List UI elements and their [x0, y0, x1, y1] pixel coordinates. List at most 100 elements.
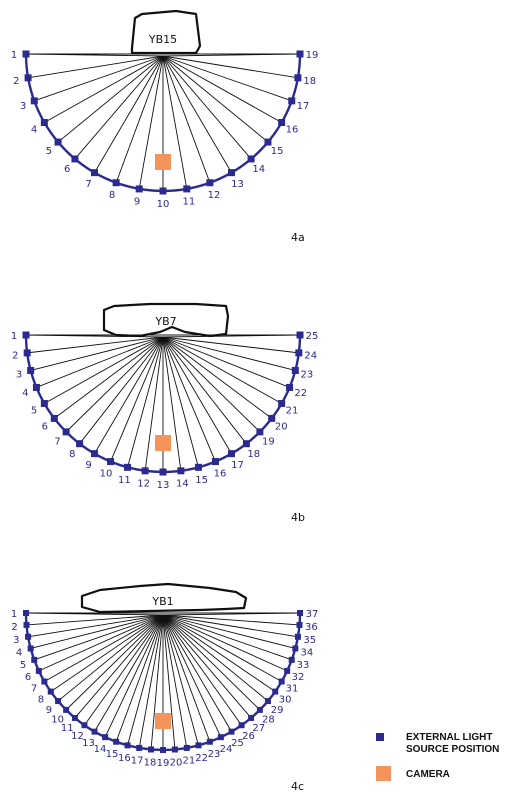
light-ray [162, 55, 292, 102]
light-ray [150, 614, 164, 750]
source-number: 35 [303, 635, 316, 646]
light-source-marker [71, 714, 78, 721]
source-number: 5 [46, 146, 52, 157]
light-source-marker [256, 428, 264, 436]
object-outline [130, 9, 202, 55]
object-label: YB1 [151, 595, 173, 608]
light-ray [162, 614, 288, 672]
light-ray [65, 336, 164, 433]
light-ray [25, 612, 164, 616]
light-source-marker [27, 366, 35, 374]
light-ray [127, 614, 164, 746]
light-ray [162, 55, 211, 183]
source-number: 12 [71, 731, 84, 742]
camera-marker [155, 154, 171, 170]
source-number: 10 [100, 469, 113, 480]
light-source-marker [63, 706, 70, 713]
source-number: 27 [252, 723, 265, 734]
light-ray [162, 55, 269, 143]
light-source-marker [160, 747, 166, 753]
light-source-marker [55, 698, 62, 705]
legend-light-source-label: EXTERNAL LIGHT SOURCE POSITION [406, 732, 500, 755]
light-ray [162, 614, 199, 746]
light-source-marker [135, 185, 143, 193]
light-ray [162, 614, 242, 726]
source-number: 33 [297, 660, 310, 671]
light-ray [162, 614, 276, 692]
source-number: 11 [118, 475, 131, 486]
light-ray [162, 55, 282, 123]
light-ray [162, 614, 188, 748]
light-source-marker [81, 722, 88, 729]
source-number: 18 [144, 757, 157, 768]
light-source-marker [40, 400, 48, 407]
light-ray [162, 614, 282, 682]
light-source-marker [124, 463, 132, 471]
source-number: 17 [231, 460, 244, 471]
light-source-marker [294, 633, 301, 640]
object-label: YB7 [154, 315, 176, 328]
source-number: 3 [20, 101, 26, 112]
light-ray [162, 336, 232, 454]
light-source-marker [113, 738, 120, 745]
light-ray [84, 614, 164, 726]
source-number: 19 [157, 758, 170, 769]
legend-camera-label: CAMERA [406, 769, 450, 780]
light-ray [79, 336, 164, 444]
legend: EXTERNAL LIGHT SOURCE POSITION CAMERA [376, 732, 522, 804]
light-source-marker [76, 440, 84, 448]
source-number: 7 [85, 179, 91, 190]
light-source-marker [41, 678, 48, 685]
light-source-marker [228, 728, 235, 735]
light-source-marker [238, 722, 245, 729]
legend-camera: CAMERA [376, 766, 522, 790]
light-source-marker [54, 138, 62, 146]
light-ray [162, 336, 296, 371]
source-number: 13 [231, 179, 244, 190]
light-ray [104, 614, 164, 738]
source-number: 8 [69, 449, 75, 460]
source-number: 12 [208, 190, 221, 201]
light-source-marker [228, 450, 235, 458]
source-number: 25 [306, 331, 319, 342]
light-ray [138, 614, 164, 748]
source-number: 15 [271, 146, 284, 157]
source-number: 22 [195, 753, 208, 764]
light-source-swatch [376, 733, 384, 741]
light-ray [162, 614, 298, 638]
figure-label: 4c [291, 780, 304, 793]
camera-marker [155, 435, 171, 451]
light-ray [162, 614, 261, 711]
light-source-marker [242, 440, 250, 448]
source-number: 16 [214, 469, 227, 480]
light-ray [162, 614, 292, 661]
light-source-marker [141, 467, 149, 475]
source-number: 2 [12, 350, 18, 361]
light-source-marker [183, 744, 190, 751]
light-ray [25, 334, 164, 338]
source-number: 17 [297, 101, 310, 112]
light-ray [44, 614, 164, 682]
source-number: 12 [137, 479, 150, 490]
source-number: 34 [301, 648, 314, 659]
light-source-marker [124, 742, 131, 749]
light-ray [162, 614, 222, 738]
light-ray [162, 336, 261, 433]
source-number: 28 [262, 714, 275, 725]
light-ray [30, 336, 164, 371]
light-ray [162, 336, 182, 471]
source-number: 10 [51, 714, 64, 725]
source-number: 1 [11, 609, 17, 620]
source-number: 16 [286, 125, 299, 136]
light-ray [162, 336, 290, 388]
light-source-marker [50, 414, 58, 422]
light-source-marker [23, 610, 29, 616]
light-ray [54, 336, 164, 419]
light-source-marker [22, 331, 30, 339]
source-number: 17 [131, 756, 144, 767]
light-source-marker [248, 714, 255, 721]
source-number: 23 [301, 370, 314, 381]
source-number: 36 [305, 622, 318, 633]
